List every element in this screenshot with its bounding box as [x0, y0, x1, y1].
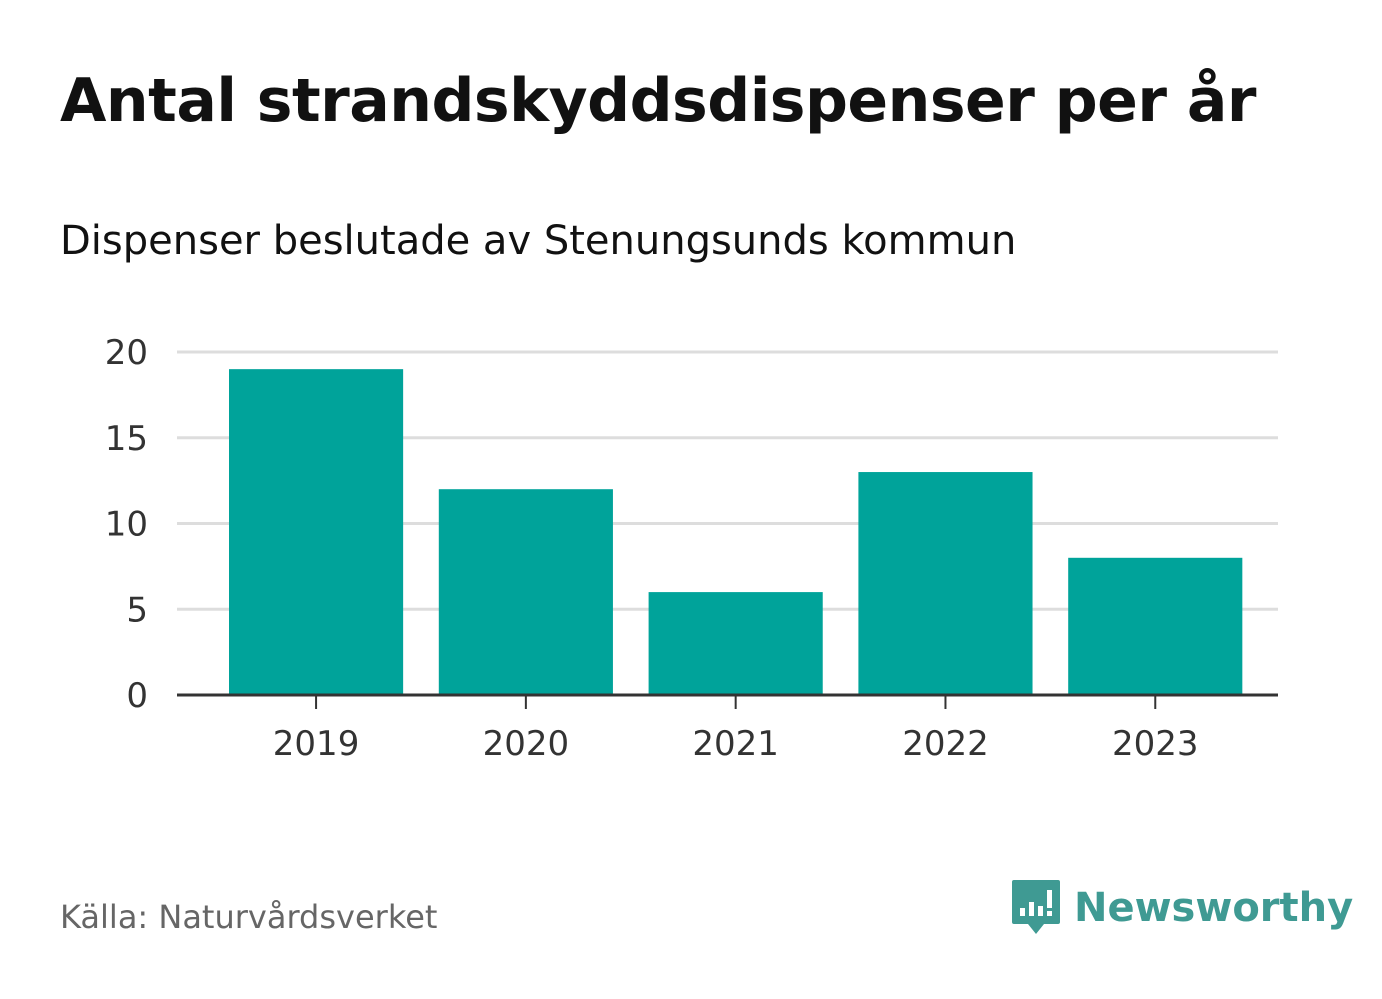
bar-2021 — [648, 592, 823, 695]
y-tick-label-10: 10 — [105, 505, 148, 545]
y-tick-label-5: 5 — [126, 590, 148, 630]
x-tick-label-2023: 2023 — [1112, 724, 1199, 764]
brand-logo: Newsworthy — [1010, 878, 1353, 938]
bar-2022 — [858, 472, 1033, 695]
chart-subtitle: Dispenser beslutade av Stenungsunds komm… — [60, 218, 1017, 264]
x-tick-label-2021: 2021 — [692, 724, 779, 764]
y-tick-label-15: 15 — [105, 419, 148, 459]
x-tick-label-2020: 2020 — [483, 724, 570, 764]
bar-2023 — [1068, 557, 1243, 695]
chart-title: Antal strandskyddsdispenser per år — [60, 66, 1256, 136]
bar-2019 — [229, 369, 404, 695]
bar-2020 — [438, 489, 613, 695]
x-tick-label-2019: 2019 — [273, 724, 360, 764]
source-note: Källa: Naturvårdsverket — [60, 898, 438, 936]
x-tick-label-2022: 2022 — [902, 724, 989, 764]
newsworthy-logo-icon — [1012, 880, 1060, 934]
y-tick-label-0: 0 — [126, 676, 148, 716]
brand-name: Newsworthy — [1074, 885, 1354, 931]
y-tick-label-20: 20 — [105, 333, 148, 373]
